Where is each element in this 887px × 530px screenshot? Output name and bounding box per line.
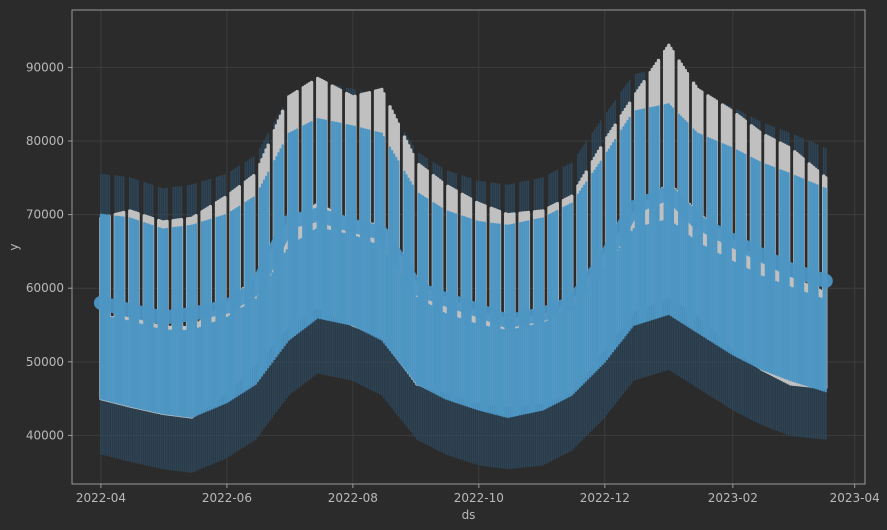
y-tick-label: 70000 <box>26 208 64 222</box>
x-axis-label: ds <box>462 508 476 522</box>
forecast-trend-line <box>93 185 833 329</box>
y-tick-label: 90000 <box>26 60 64 74</box>
x-tick-label: 2022-10 <box>454 491 504 505</box>
x-tick-label: 2022-04 <box>76 491 126 505</box>
x-tick-label: 2022-12 <box>580 491 630 505</box>
x-axis: 2022-04 2022-06 2022-08 2022-10 2022-12 2023-… <box>76 484 880 505</box>
x-tick-label: 2022-08 <box>328 491 378 505</box>
x-tick-label: 2023-04 <box>830 491 880 505</box>
y-tick-label: 80000 <box>26 134 64 148</box>
y-axis: 40000 50000 60000 70000 80000 90000 <box>26 60 72 442</box>
x-tick-label: 2023-02 <box>708 491 758 505</box>
y-tick-label: 50000 <box>26 355 64 369</box>
y-axis-label: y <box>7 243 21 250</box>
x-tick-label: 2022-06 <box>202 491 252 505</box>
y-tick-label: 40000 <box>26 428 64 442</box>
plot-frame <box>71 9 866 485</box>
forecast-band <box>93 103 833 419</box>
y-tick-label: 60000 <box>26 281 64 295</box>
